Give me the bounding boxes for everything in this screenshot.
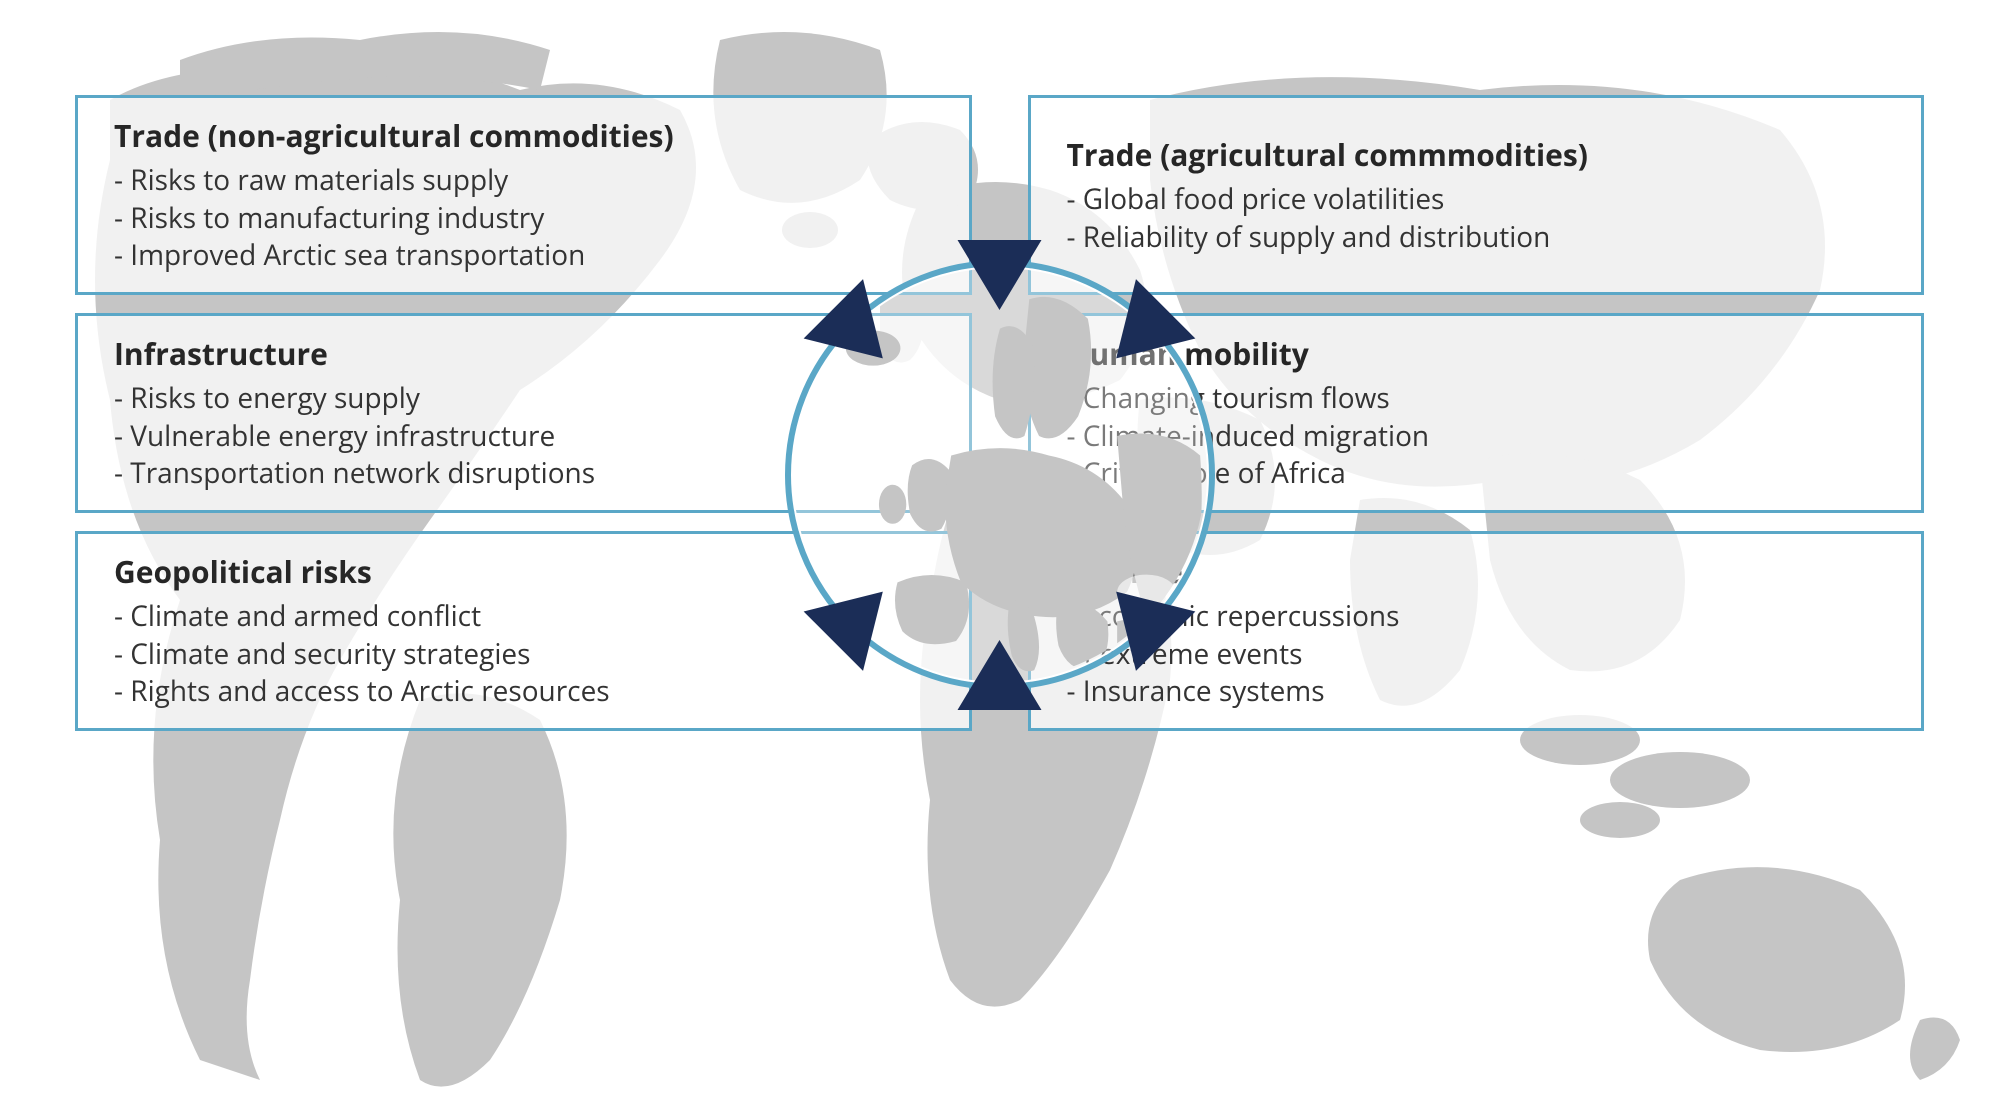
box-trade-ag: Trade (agricultural commmodities) - Glob… xyxy=(1028,95,1925,295)
box-item: - Risks to manufacturing industry xyxy=(114,200,933,238)
box-title: Human mobility xyxy=(1067,333,1886,374)
box-item: - Insurance systems xyxy=(1067,673,1886,711)
box-item: - Risks to raw materials supply xyxy=(114,162,933,200)
box-trade-non-ag: Trade (non-agricultural commodities) - R… xyxy=(75,95,972,295)
box-item: - Reliability of supply and distribution xyxy=(1067,219,1886,257)
center-europe-circle xyxy=(785,260,1215,690)
box-title: Trade (agricultural commmodities) xyxy=(1067,134,1886,175)
box-item: - Climate and security strategies xyxy=(114,636,933,674)
box-item: - Climate and armed conflict xyxy=(114,598,933,636)
box-item: - Economic repercussions of extreme even… xyxy=(1067,598,1886,674)
box-item: - Improved Arctic sea transportation xyxy=(114,237,933,275)
europe-map-icon xyxy=(795,270,1205,680)
box-item: - Rights and access to Arctic resources xyxy=(114,673,933,711)
box-item: - Global food price volatilities xyxy=(1067,181,1886,219)
box-title: Infrastructure xyxy=(114,333,933,374)
box-title: Trade (non-agricultural commodities) xyxy=(114,115,933,156)
